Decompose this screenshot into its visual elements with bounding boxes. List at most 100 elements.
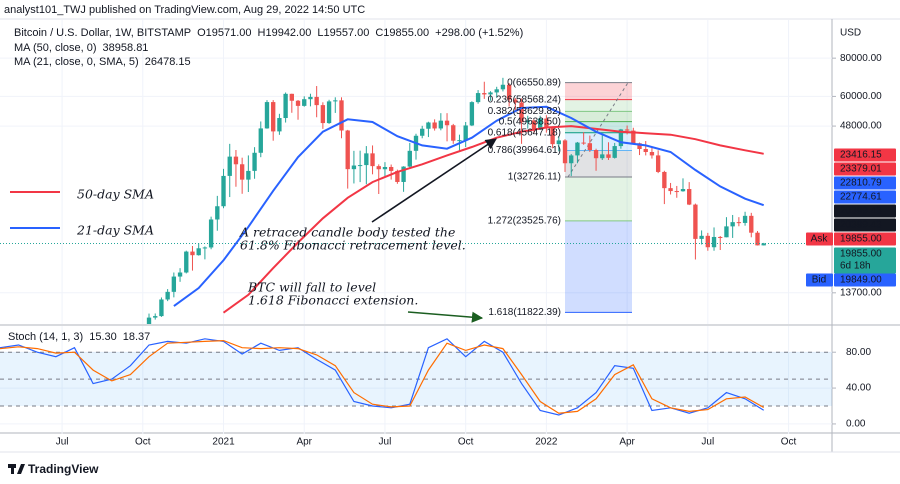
stoch-title: Stoch (14, 1, 3) [8,331,83,343]
price-tag [834,190,896,204]
candle-body [463,125,468,141]
ma-legend-value: 26478.15 [145,56,191,68]
candle-body [444,120,450,126]
candle-body [271,102,276,132]
fib-label: 1.272(23525.76) [488,216,561,227]
candle-body [680,189,686,192]
candle-body [221,175,226,207]
candle-body [171,276,177,292]
x-tick-label: 2022 [535,437,558,448]
candle-body [687,189,692,205]
candle-body [159,299,164,317]
fib-label: 1(32726.11) [508,172,561,183]
candle-body [761,243,766,246]
y-tick-label: 13700.00 [840,287,882,298]
y-tick-label: 80.00 [846,347,871,358]
fib-label: 0.382(53629.82) [488,106,561,117]
candle-body [519,102,524,123]
candle-body [742,215,748,223]
candle-body [246,170,251,180]
price-tag-label: 19855.00 [840,234,882,245]
candle-body [612,146,617,158]
candle-body [333,100,338,102]
candle-body [165,291,170,300]
candle-body [451,125,456,141]
price-tag [834,232,896,246]
candle-body [531,120,537,130]
price-tag [834,204,896,218]
candle-body [482,93,487,95]
header-title: analyst101_TWJ published on TradingView.… [4,4,365,16]
candle-body [469,102,475,126]
currency-label: USD [840,28,861,39]
candle-body [339,100,344,131]
fib-label: 0.236(58568.24) [488,94,561,105]
candle-body [227,156,232,176]
fib-band [565,111,632,122]
candle-body [289,93,294,101]
price-tag-prefix [806,273,833,287]
candle-body [264,102,270,129]
candle-body [699,235,704,239]
candle-body [600,154,605,159]
candle-body [525,120,530,123]
quote-value: H19942.00 [258,27,312,39]
candle-body [432,122,437,129]
candle-body [208,219,214,248]
candle-body [395,170,400,182]
quote-value: +298.00 (+1.52%) [435,27,523,39]
y-tick-label: 40.00 [846,383,871,394]
x-tick-label: Apr [296,437,312,448]
price-tag-label: 22810.79 [840,178,882,189]
candle-body [475,93,481,103]
fib-band [565,150,632,178]
price-tag-label: 23379.01 [840,164,882,175]
stoch-line [0,339,764,414]
footer-logo: TradingView [28,462,99,476]
candle-body [146,317,152,324]
candle-body [252,152,257,171]
candle-body [326,101,332,124]
candle-body [407,150,412,167]
price-tag-label: 20399.43 [840,220,882,231]
price-tag-prefix [806,232,833,246]
candle-body [302,99,307,106]
candle-body [637,143,642,150]
y-tick-label: 48000.00 [840,121,882,132]
candle-body [649,152,655,156]
fib-band [565,220,632,313]
candle-body [736,222,742,224]
price-tag-label: 19849.00 [840,275,882,286]
stoch-value: 18.37 [123,331,151,343]
candle-body [320,105,326,124]
fib-label: 0(66550.89) [507,77,561,88]
stoch-line [0,338,765,416]
annotation: 1.618 Fibonacci extension. [248,293,418,308]
candle-body [177,272,183,277]
candle-body [711,236,717,248]
candle-body [388,166,394,171]
candle-body [190,251,195,256]
candle-body [500,84,506,90]
x-tick-label: Oct [135,437,151,448]
x-tick-label: 2021 [212,437,235,448]
ma-legend-value: 38958.81 [103,42,149,54]
candle-body [556,140,561,145]
price-tag [834,162,896,176]
x-tick-label: Jul [701,437,714,448]
candle-body [606,154,611,158]
candle-body [364,153,369,166]
quote-value: C19855.00 [375,27,429,39]
candle-body [376,166,381,170]
y-tick-label: 0.00 [846,419,866,430]
ma-line [222,125,764,314]
logo-mark [17,464,25,474]
annotation: BTC will fall to level [247,280,376,295]
x-tick-label: Oct [458,437,474,448]
candle-body [258,128,263,153]
x-tick-label: Jul [379,437,392,448]
candle-body [202,247,208,249]
candle-body [488,92,493,95]
